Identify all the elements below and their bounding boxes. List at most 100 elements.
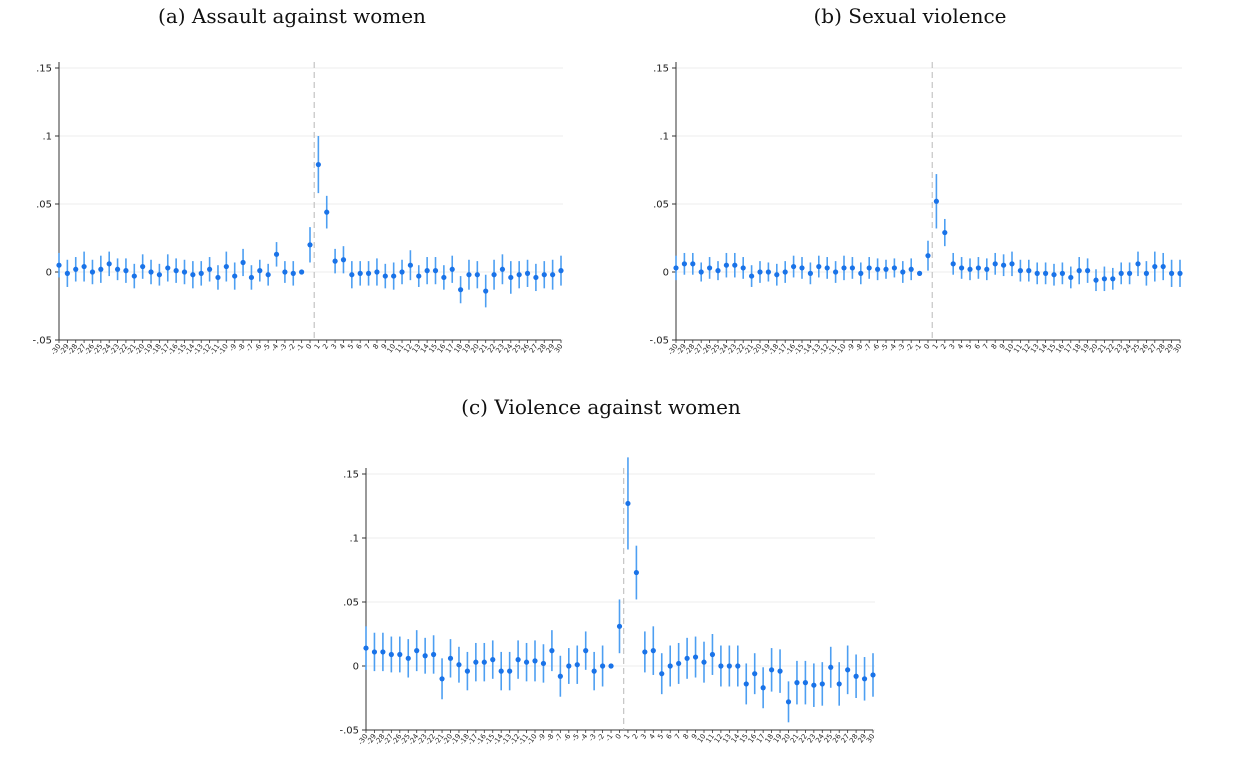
point-estimate: [992, 261, 998, 267]
point-estimate: [698, 269, 704, 275]
y-tick-label: .1: [349, 534, 359, 545]
point-estimate: [836, 681, 842, 687]
x-tick-label: -8: [854, 343, 865, 353]
point-estimate: [140, 263, 146, 270]
point-estimate: [407, 262, 413, 268]
point-estimate: [883, 266, 889, 272]
x-tick-label: 8: [682, 733, 691, 741]
point-estimate: [681, 261, 688, 267]
point-estimate: [828, 664, 834, 670]
x-tick-label: 7: [981, 343, 990, 351]
x-tick-label: 4: [956, 342, 965, 351]
x-tick-label: 19: [1080, 343, 1092, 355]
point-estimate: [481, 659, 487, 665]
chart-panel-sexual-violence: (b) Sexual violence -.05 0 .05 .1 .15 -3 0 -2 9 -…: [649, 4, 1183, 357]
point-estimate: [332, 258, 338, 264]
point-estimate: [1110, 276, 1116, 282]
point-estimate: [156, 272, 162, 278]
point-estimate: [466, 272, 472, 278]
x-tick-label: 6: [665, 732, 674, 741]
point-estimate: [533, 274, 539, 281]
x-tick-label: 8: [371, 343, 380, 351]
x-tick-label: 23: [1113, 343, 1125, 355]
x-tick-label: 20: [780, 733, 792, 745]
point-estimate: [173, 268, 179, 274]
point-estimate: [1152, 263, 1158, 270]
point-estimate: [223, 263, 229, 270]
x-tick-label: 26: [831, 732, 843, 744]
point-estimate: [1093, 277, 1099, 283]
point-estimate: [265, 272, 271, 278]
point-estimate: [701, 659, 707, 665]
x-tick-label: 1: [622, 733, 631, 741]
point-estimate: [757, 269, 763, 275]
point-estimate: [849, 265, 856, 271]
x-tick-label: -6: [562, 732, 573, 743]
x-tick-label: -5: [570, 733, 581, 743]
x-tick-label: 24: [1122, 342, 1134, 354]
point-estimate: [98, 266, 104, 272]
point-estimate: [257, 268, 263, 274]
point-estimate: [464, 668, 470, 674]
x-tick-label: -9: [845, 343, 856, 353]
x-tick-label: 5: [656, 733, 665, 741]
point-estimate: [416, 273, 422, 279]
point-estimate: [794, 680, 800, 686]
point-estimate: [64, 270, 70, 276]
point-estimate: [853, 673, 859, 679]
point-estimate: [740, 265, 746, 271]
point-estimate: [802, 680, 809, 686]
point-estimate: [371, 649, 378, 655]
x-tick-label: 21: [1096, 343, 1108, 355]
x-tick-label: 18: [453, 343, 465, 355]
x-tick-label: 9: [380, 343, 389, 351]
x-tick-label: 23: [806, 733, 818, 745]
point-estimate: [491, 272, 497, 278]
x-tick-label: -2: [904, 343, 915, 353]
point-estimate: [382, 273, 388, 279]
x-tick-label: 15: [1046, 343, 1058, 355]
x-tick-label: 28: [1155, 343, 1167, 355]
point-estimate: [1143, 270, 1149, 276]
point-estimate: [515, 657, 521, 663]
point-estimate: [735, 663, 741, 669]
y-tick-label: .05: [653, 200, 669, 211]
point-estimate: [307, 242, 313, 248]
point-estimate: [811, 682, 817, 688]
point-estimate: [56, 262, 62, 268]
x-tick-label: 3: [639, 733, 648, 741]
point-estimate: [1026, 268, 1032, 274]
y-tick-label: -.05: [32, 336, 52, 347]
point-estimate: [1101, 276, 1107, 282]
chart-panel-assault: (a) Assault against women -.05 0 .05 .1 .15 -…: [32, 4, 564, 357]
point-estimate: [975, 265, 982, 271]
point-estimate: [942, 229, 948, 236]
point-estimate: [1017, 268, 1024, 274]
x-tick-label: -7: [553, 733, 564, 743]
point-estimate: [1009, 261, 1015, 267]
point-estimate: [273, 251, 280, 257]
point-estimate: [866, 265, 872, 271]
x-tick-label: 27: [840, 733, 852, 745]
x-tick-label: 30: [1172, 343, 1184, 355]
point-estimate: [870, 672, 876, 678]
point-estimate: [807, 270, 814, 276]
point-estimate: [833, 269, 839, 275]
point-estimate: [215, 274, 221, 281]
x-tick-label: -5: [879, 343, 890, 353]
point-estimate: [718, 663, 724, 669]
chart-title: (b) Sexual violence: [813, 4, 1006, 28]
x-tick-label: 30: [553, 343, 565, 355]
point-estimate: [900, 269, 906, 275]
x-tick-label: 3: [948, 343, 957, 351]
point-estimate: [498, 668, 504, 674]
point-estimate: [566, 663, 572, 669]
point-estimate: [673, 265, 679, 271]
point-estimate: [659, 671, 665, 677]
chart-title: (c) Violence against women: [461, 395, 741, 419]
point-estimate: [282, 269, 288, 275]
point-estimate: [516, 272, 522, 278]
point-estimate: [667, 663, 673, 669]
x-tick-label: 24: [503, 342, 515, 354]
x-tick-label: 19: [461, 343, 473, 355]
